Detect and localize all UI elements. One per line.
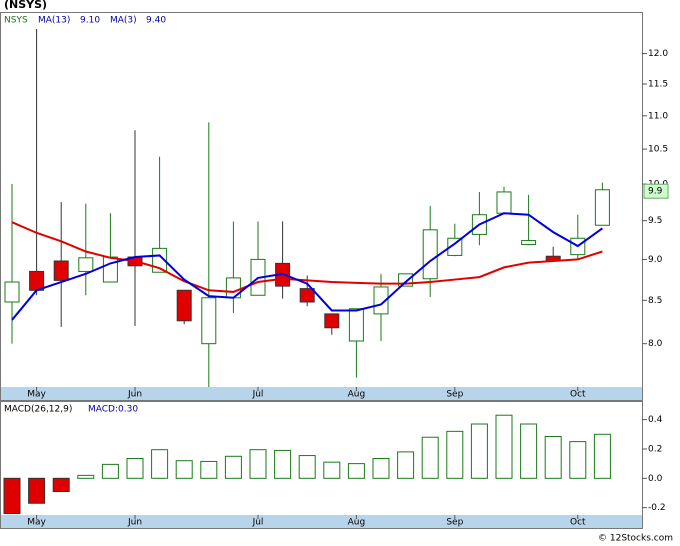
macd-name: MACD(26,12,9) (4, 405, 72, 415)
legend-ma: MA(13) (38, 16, 70, 26)
candle-body (78, 257, 94, 272)
candle-body (176, 289, 192, 322)
macd-bar (421, 436, 439, 479)
macd-bar (77, 474, 95, 479)
macd-bar (249, 449, 267, 479)
month-strip (1, 387, 642, 400)
macd-bar (126, 458, 144, 479)
candle-body (201, 297, 217, 345)
macd-bar (544, 435, 562, 479)
footer: © 12Stocks.com (598, 534, 673, 544)
y-tick-label: 0.4 (648, 415, 663, 425)
x-tick-label: Aug (348, 518, 366, 528)
candle-body (447, 237, 463, 256)
y-tick-label: 8.0 (648, 339, 663, 349)
x-tick-label: Sep (446, 518, 463, 528)
price-panel-frame (0, 12, 643, 401)
y-tick-label: 12.0 (648, 49, 668, 59)
x-tick-label: May (27, 390, 46, 400)
candle-body (53, 260, 69, 281)
macd-bar (224, 455, 242, 479)
legend-ma-value: 9.10 (80, 16, 100, 26)
x-tick-label: May (27, 518, 46, 528)
macd-bar (593, 433, 611, 479)
month-strip (1, 515, 642, 528)
macd-bar (298, 455, 316, 479)
y-tick-label: 11.5 (648, 80, 668, 90)
moving-average (11, 212, 603, 321)
x-tick-label: Oct (570, 518, 586, 528)
candle-body (422, 229, 438, 280)
candle-body (594, 189, 610, 226)
y-tick-label: 0.2 (648, 444, 662, 454)
x-tick-label: Sep (446, 390, 463, 400)
last-price-box (643, 183, 669, 199)
moving-average (11, 221, 603, 293)
y-tick-label: 9.0 (648, 255, 663, 265)
candle-body (324, 313, 340, 329)
y-tick-label: 10.5 (648, 145, 668, 155)
macd-value: MACD:0.30 (88, 405, 138, 415)
macd-bar (397, 451, 415, 479)
macd-bar (520, 423, 538, 479)
x-tick-label: Aug (348, 390, 366, 400)
macd-bar (28, 477, 46, 504)
macd-bar (175, 460, 193, 479)
candle-body (29, 270, 45, 291)
macd-bar (569, 441, 587, 479)
macd-bar (151, 449, 169, 479)
x-tick-label: Jul (252, 390, 264, 400)
y-tick-label: 0.0 (648, 474, 663, 484)
y-tick-label: 8.5 (648, 296, 662, 306)
candle-body (348, 308, 364, 342)
macd-bar (470, 423, 488, 479)
x-tick-label: Oct (570, 390, 586, 400)
y-tick-label: 11.0 (648, 111, 668, 121)
candle-body (373, 286, 389, 315)
candle-body (102, 256, 118, 283)
macd-bar (323, 461, 341, 479)
macd-bar (446, 430, 464, 479)
macd-bar (52, 477, 70, 493)
legend-ma: MA(3) (110, 16, 137, 26)
candle-body (496, 191, 512, 214)
legend-ma-value: 9.40 (146, 16, 166, 26)
candle-body (521, 240, 537, 245)
macd-bar (347, 463, 365, 479)
macd-bar (372, 458, 390, 479)
macd-bar (101, 463, 119, 479)
macd-panel-frame (0, 401, 643, 529)
title: (NSYS) (4, 0, 47, 11)
candle-body (4, 281, 20, 303)
last-price-label: 9.9 (648, 187, 663, 197)
candle-body (299, 288, 315, 303)
x-tick-label: Jun (127, 390, 142, 400)
x-tick-label: Jun (127, 518, 142, 528)
macd-bar (495, 414, 513, 479)
y-tick-label: -0.2 (648, 503, 666, 513)
macd-bar (200, 460, 218, 479)
legend-symbol: NSYS (4, 16, 28, 26)
x-tick-label: Jul (252, 518, 264, 528)
macd-bar (274, 449, 292, 479)
macd-bar (3, 477, 21, 515)
y-tick-label: 9.5 (648, 216, 662, 226)
